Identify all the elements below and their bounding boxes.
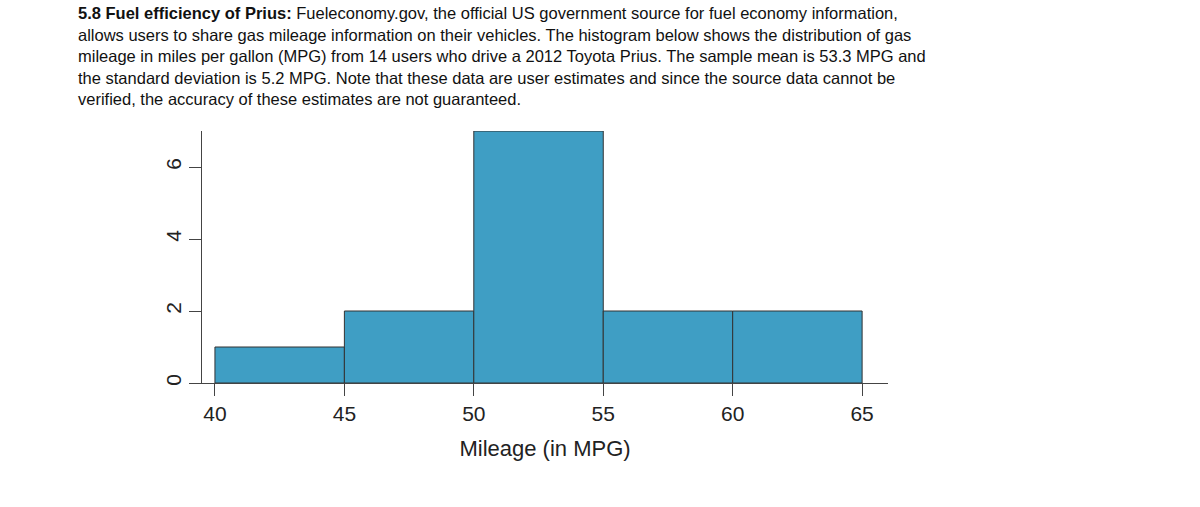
- svg-text:2: 2: [162, 302, 185, 314]
- svg-text:6: 6: [162, 158, 185, 170]
- svg-text:4: 4: [162, 230, 185, 242]
- svg-text:45: 45: [333, 402, 356, 425]
- svg-text:40: 40: [203, 402, 226, 425]
- svg-text:55: 55: [592, 402, 615, 425]
- svg-text:65: 65: [850, 402, 873, 425]
- svg-text:60: 60: [721, 402, 744, 425]
- svg-text:Mileage (in MPG): Mileage (in MPG): [459, 436, 630, 461]
- svg-text:0: 0: [162, 374, 185, 386]
- svg-text:50: 50: [462, 402, 485, 425]
- html-text:5.8 Fuel efficiency of Prius:: 5.8 Fuel efficiency of Prius: Fueleconom…: [78, 4, 926, 108]
